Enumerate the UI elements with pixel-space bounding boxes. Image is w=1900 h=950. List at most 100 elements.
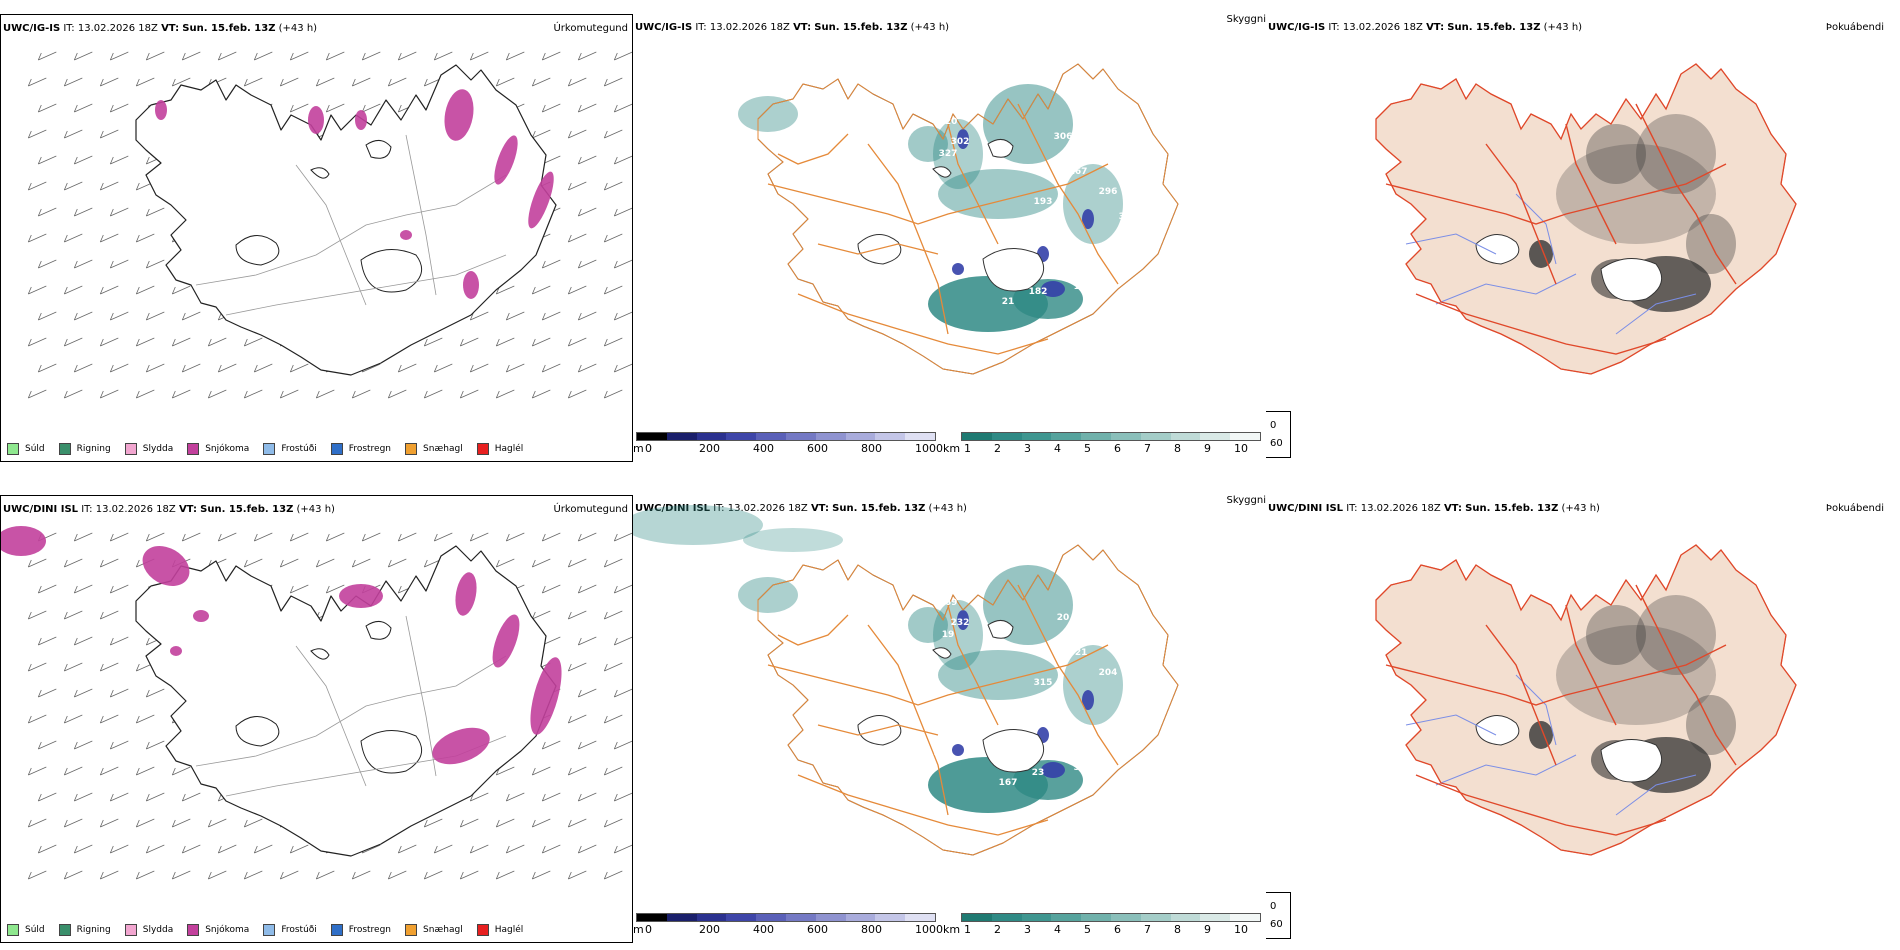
fog-legend-label: 0 xyxy=(1270,901,1277,912)
legend-swatch xyxy=(7,443,19,455)
valid-time: Sun. 15.feb. 13Z xyxy=(182,23,276,34)
iceland-outline xyxy=(135,545,557,857)
init-time: 13.02.2026 18Z xyxy=(95,504,176,515)
visibility-tick: 5 xyxy=(1084,923,1091,936)
model-name: UWC/DINI ISL xyxy=(3,504,79,515)
precip-legend: Súld Rigning Slydda Snjókoma Frostúði Frostre… xyxy=(7,443,523,455)
ceiling-value: 19 xyxy=(942,630,955,640)
road-network xyxy=(767,103,1119,355)
legend-label: Haglél xyxy=(494,925,524,935)
precip-legend: Súld Rigning Slydda Snjókoma Frostúði Frostre… xyxy=(7,924,523,936)
ceiling-value: 28 xyxy=(1122,693,1135,703)
visibility-tick: 7 xyxy=(1144,923,1151,936)
legend-item: Snjókoma xyxy=(187,443,249,455)
ceiling-tick: 1000 xyxy=(915,923,943,936)
legend-item: Frostúði xyxy=(263,443,317,455)
ceiling-value: 327 xyxy=(939,149,958,159)
ceiling-value: 392 xyxy=(1119,212,1138,222)
legend-label: Slydda xyxy=(142,444,174,454)
ceiling-value: 302 xyxy=(951,137,970,147)
fog-legend: 0 60 xyxy=(1266,411,1291,458)
visibility-tick: 6 xyxy=(1114,923,1121,936)
visibility-tick: 6 xyxy=(1114,442,1121,455)
ceiling-value: 269 xyxy=(939,598,958,608)
legend-swatch xyxy=(124,443,137,455)
legend-item: Snæhagl xyxy=(405,924,463,936)
visibility-colorbar xyxy=(961,432,1261,441)
field-name: Úrkomutegund xyxy=(553,23,628,34)
iceland-outline: 320 302 327 306 136 167 193 296 387 21 182 192 392 56… xyxy=(738,63,1179,375)
ceiling-value: 37 xyxy=(967,733,980,743)
legend-swatch xyxy=(124,924,137,936)
field-name: Skyggni xyxy=(1226,495,1266,506)
legend-swatch xyxy=(58,924,71,936)
visibility-tick: 9 xyxy=(1204,442,1211,455)
model-name: UWC/IG-IS xyxy=(635,22,693,33)
ceiling-value: 20 xyxy=(1057,613,1070,623)
valid-label: VT: xyxy=(793,22,812,33)
legend-label: Snjókoma xyxy=(205,444,250,454)
legend-item: Súld xyxy=(7,924,45,936)
legend-item: Snæhagl xyxy=(405,443,463,455)
ceiling-tick: 800 xyxy=(861,442,882,455)
legend-swatch xyxy=(187,443,200,455)
legend-swatch xyxy=(476,924,489,936)
ceiling-value: 218 xyxy=(1109,633,1128,643)
visibility-map: 269 232 19 20 218 421 315 204 286 167 23 352 28 22 37 xyxy=(633,505,1179,856)
ceiling-value: 23 xyxy=(1032,768,1045,778)
visibility-tick: 10 xyxy=(1234,923,1248,936)
legend-label: Frostúði xyxy=(281,444,317,454)
legend-label: Frostúði xyxy=(281,925,317,935)
ceiling-tick: 0 xyxy=(645,442,652,455)
ceiling-tick: 400 xyxy=(753,923,774,936)
ceiling-colorbar xyxy=(636,913,936,922)
valid-label: VT: xyxy=(810,503,829,514)
legend-label: Snæhagl xyxy=(423,444,463,454)
init-label: IT: xyxy=(1346,503,1358,514)
ceiling-labels: 320 302 327 306 136 167 193 296 387 21 182 192 392 56… xyxy=(934,117,1138,307)
fog-map xyxy=(1375,544,1797,856)
legend-swatch xyxy=(263,443,276,455)
ceiling-value: 296 xyxy=(1099,187,1118,197)
road-network xyxy=(767,584,1119,836)
visibility-tick: 2 xyxy=(994,442,1001,455)
iceland-outline xyxy=(135,64,557,376)
lead-time: (+43 h) xyxy=(928,503,967,514)
visibility-tick: 10 xyxy=(1234,442,1248,455)
visibility-unit: km xyxy=(943,923,961,936)
legend-item: Frostregn xyxy=(330,443,391,455)
visibility-tick: 5 xyxy=(1084,442,1091,455)
valid-label: VT: xyxy=(161,23,180,34)
precip-type-panel-bottom: UWC/DINI ISL IT: 13.02.2026 18Z VT: Sun.… xyxy=(0,495,633,943)
legend-item: Frostúði xyxy=(263,924,317,936)
ceiling-value: 182 xyxy=(1029,287,1048,297)
visibility-unit: km xyxy=(943,442,961,455)
valid-time: Sun. 15.feb. 13Z xyxy=(814,22,908,33)
field-name: Úrkomutegund xyxy=(553,504,628,515)
legend-label: Snæhagl xyxy=(423,925,463,935)
ceiling-value: 421 xyxy=(1069,648,1088,658)
visibility-colorbars: m 0 200 400 600 800 1000 km 1 2 3 4 5 6 7 8 9 10 xyxy=(633,913,1266,939)
legend-swatch xyxy=(58,443,71,455)
visibility-tick: 8 xyxy=(1174,923,1181,936)
legend-item: Haglél xyxy=(476,924,524,936)
visibility-tick: 3 xyxy=(1024,442,1031,455)
init-time: 13.02.2026 18Z xyxy=(77,23,158,34)
valid-time: Sun. 15.feb. 13Z xyxy=(832,503,926,514)
legend-swatch xyxy=(330,443,343,455)
legend-label: Rigning xyxy=(76,444,111,454)
iceland-outline xyxy=(1375,544,1797,856)
valid-label: VT: xyxy=(1426,22,1445,33)
ceiling-tick: 600 xyxy=(807,923,828,936)
init-label: IT: xyxy=(63,23,75,34)
precip-map xyxy=(27,51,632,399)
ceiling-value: 56 xyxy=(1122,177,1135,187)
init-label: IT: xyxy=(695,22,707,33)
ceiling-value: 204 xyxy=(1099,668,1118,678)
fog-legend: 0 60 xyxy=(1266,892,1291,939)
field-name: Þokuábendi xyxy=(1825,22,1884,33)
visibility-tick: 8 xyxy=(1174,442,1181,455)
ceiling-value: 21 xyxy=(1002,297,1015,307)
init-time: 13.02.2026 18Z xyxy=(1360,503,1441,514)
legend-label: Haglél xyxy=(494,444,524,454)
